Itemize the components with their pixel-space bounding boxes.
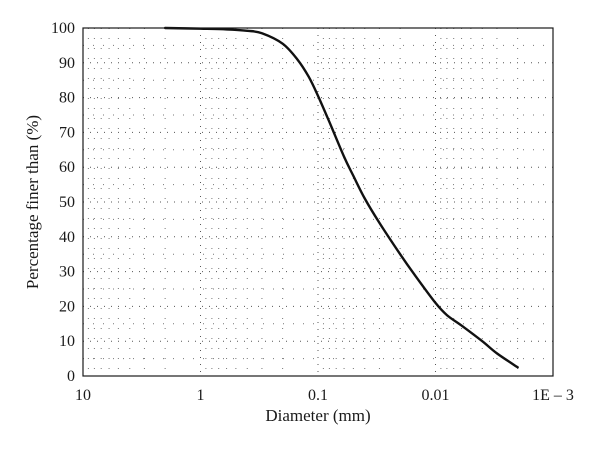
y-tick-label: 10 (59, 333, 75, 350)
y-tick-labels: 0 10 20 30 40 50 60 70 80 90 100 (51, 20, 75, 385)
y-tick-label: 0 (67, 368, 75, 385)
grid (83, 28, 553, 376)
y-tick-label: 70 (59, 124, 75, 141)
x-tick-label: 0.1 (308, 387, 328, 404)
x-tick-label: 1 (197, 387, 205, 404)
x-tick-label: 1E – 3 (532, 387, 574, 404)
x-tick-labels: 10 1 0.1 0.01 1E – 3 (75, 387, 574, 404)
series-curve (163, 26, 519, 369)
y-tick-label: 100 (51, 20, 75, 37)
y-tick-label: 50 (59, 194, 75, 211)
y-axis-label: Percentage finer than (%) (23, 115, 42, 289)
x-tick-label: 10 (75, 387, 91, 404)
y-tick-label: 80 (59, 90, 75, 107)
y-tick-label: 20 (59, 298, 75, 315)
x-axis-label: Diameter (mm) (265, 406, 370, 425)
x-tick-label: 0.01 (422, 387, 450, 404)
y-tick-label: 30 (59, 264, 75, 281)
plot-frame (82, 27, 554, 377)
y-tick-label: 40 (59, 229, 75, 246)
y-tick-label: 60 (59, 159, 75, 176)
y-tick-label: 90 (59, 55, 75, 72)
